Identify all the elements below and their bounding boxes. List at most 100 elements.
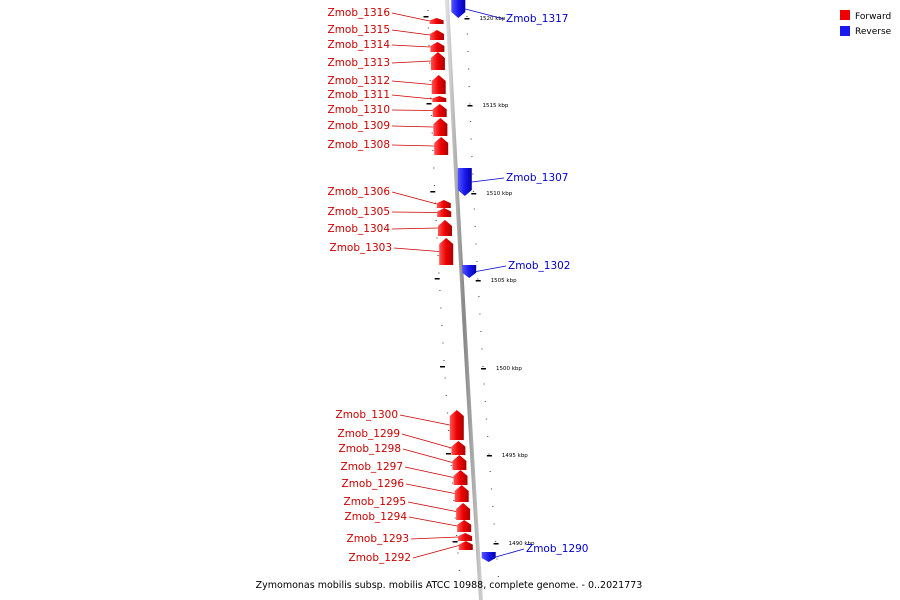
legend-reverse-swatch xyxy=(840,26,850,36)
gene-glyph[interactable] xyxy=(458,541,473,550)
scale-tick-label: 1515 kbp xyxy=(483,103,509,109)
gene-labels: Zmob_1317 Zmob_1316 Zmob_1315 Zmob_1314 Zmob… xyxy=(328,7,589,564)
gene-leader-line xyxy=(391,211,438,213)
gene-glyph[interactable] xyxy=(458,533,473,541)
scale-dot xyxy=(480,331,482,332)
gene-label[interactable]: Zmob_1300 xyxy=(336,409,398,421)
scale-tick-right xyxy=(486,455,492,457)
scale-tick-right xyxy=(481,368,486,370)
gene-label[interactable]: Zmob_1304 xyxy=(328,223,391,235)
scale-dot xyxy=(427,10,429,11)
gene-leader-line xyxy=(391,80,432,85)
gene-glyph[interactable] xyxy=(462,265,477,278)
gene-leader-line xyxy=(465,8,505,20)
gene-label[interactable]: Zmob_1307 xyxy=(506,172,568,184)
scale-tick-label: 1495 kbp xyxy=(502,453,528,459)
scale-dot xyxy=(473,208,475,210)
scale-dot xyxy=(475,243,477,245)
legend-forward-label: Forward xyxy=(855,12,891,22)
gene-label[interactable]: Zmob_1306 xyxy=(328,186,391,198)
gene-label[interactable]: Zmob_1292 xyxy=(349,552,411,564)
gene-label[interactable]: Zmob_1310 xyxy=(328,104,390,116)
gene-label[interactable]: Zmob_1317 xyxy=(506,13,568,25)
gene-label[interactable]: Zmob_1297 xyxy=(341,461,403,473)
gene-leader-line xyxy=(391,12,430,22)
scale-dot xyxy=(468,86,470,87)
gene-label[interactable]: Zmob_1302 xyxy=(508,260,570,272)
gene-glyph[interactable] xyxy=(437,208,452,217)
scale-dot xyxy=(428,45,430,46)
scale-dot xyxy=(448,430,450,431)
gene-glyph[interactable] xyxy=(433,118,448,136)
gene-label[interactable]: Zmob_1293 xyxy=(347,533,409,545)
scale-dot xyxy=(431,132,433,134)
scale-dot xyxy=(469,103,471,105)
gene-leader-line xyxy=(391,44,431,48)
gene-label[interactable]: Zmob_1290 xyxy=(526,543,588,555)
gene-glyph[interactable] xyxy=(452,455,467,470)
gene-label[interactable]: Zmob_1296 xyxy=(342,478,405,490)
scale-dot xyxy=(495,541,497,542)
gene-glyph[interactable] xyxy=(451,441,466,455)
scale-dot xyxy=(442,342,444,344)
scale-tick-right xyxy=(475,280,481,282)
scale-tick-left xyxy=(440,366,445,368)
scale-dot xyxy=(488,453,490,455)
gene-glyph[interactable] xyxy=(454,485,469,502)
gene-label[interactable]: Zmob_1308 xyxy=(328,139,390,151)
scale-minor-marks xyxy=(427,10,499,577)
scale-dot xyxy=(484,401,486,402)
scale-dot xyxy=(437,255,439,256)
gene-glyph[interactable] xyxy=(481,552,496,562)
gene-glyph[interactable] xyxy=(430,52,445,70)
gene-glyph[interactable] xyxy=(449,410,464,440)
legend: Forward Reverse xyxy=(840,10,892,37)
gene-glyph[interactable] xyxy=(432,104,447,117)
scale-dot xyxy=(454,517,456,519)
scale-dot xyxy=(446,412,449,414)
gene-glyph[interactable] xyxy=(429,18,444,24)
scale-dot xyxy=(496,558,498,560)
scale-tick-label: 1500 kbp xyxy=(496,366,522,372)
gene-glyph[interactable] xyxy=(457,520,472,532)
gene-glyph[interactable] xyxy=(438,220,452,236)
gene-label[interactable]: Zmob_1303 xyxy=(330,242,392,254)
scale-dot xyxy=(438,272,440,274)
scale-dot xyxy=(453,500,455,501)
gene-glyph[interactable] xyxy=(453,470,468,485)
scale-dot xyxy=(430,97,432,99)
scale-dot xyxy=(468,68,470,70)
gene-label[interactable]: Zmob_1305 xyxy=(328,206,390,218)
scale-dot xyxy=(449,447,451,449)
gene-label[interactable]: Zmob_1312 xyxy=(328,75,390,87)
gene-glyph[interactable] xyxy=(436,200,451,208)
gene-label[interactable]: Zmob_1314 xyxy=(328,39,391,51)
scale-dot xyxy=(466,16,468,17)
scale-dot xyxy=(487,436,489,437)
gene-label[interactable]: Zmob_1316 xyxy=(328,7,391,19)
scale-dot xyxy=(444,377,446,379)
gene-glyph[interactable] xyxy=(430,42,445,52)
gene-glyph[interactable] xyxy=(439,238,454,265)
gene-label[interactable]: Zmob_1311 xyxy=(328,89,390,101)
scale-tick-left xyxy=(445,453,451,455)
gene-glyph[interactable] xyxy=(430,30,444,40)
scale-dot xyxy=(440,307,442,309)
gene-label[interactable]: Zmob_1294 xyxy=(345,511,408,523)
gene-glyph[interactable] xyxy=(457,168,472,196)
gene-label[interactable]: Zmob_1299 xyxy=(338,428,400,440)
gene-glyph[interactable] xyxy=(431,75,446,94)
gene-glyph[interactable] xyxy=(456,503,471,520)
gene-glyph[interactable] xyxy=(434,137,449,155)
gene-glyph[interactable] xyxy=(451,0,466,18)
gene-leader-line xyxy=(391,60,431,64)
gene-label[interactable]: Zmob_1295 xyxy=(344,496,406,508)
scale-dot xyxy=(481,348,483,350)
gene-glyph[interactable] xyxy=(432,96,447,102)
scale-dot xyxy=(429,80,431,81)
scale-dot xyxy=(443,360,445,361)
gene-label[interactable]: Zmob_1298 xyxy=(339,443,401,455)
gene-label[interactable]: Zmob_1315 xyxy=(328,24,390,36)
gene-label[interactable]: Zmob_1313 xyxy=(328,57,390,69)
gene-label[interactable]: Zmob_1309 xyxy=(328,120,390,132)
